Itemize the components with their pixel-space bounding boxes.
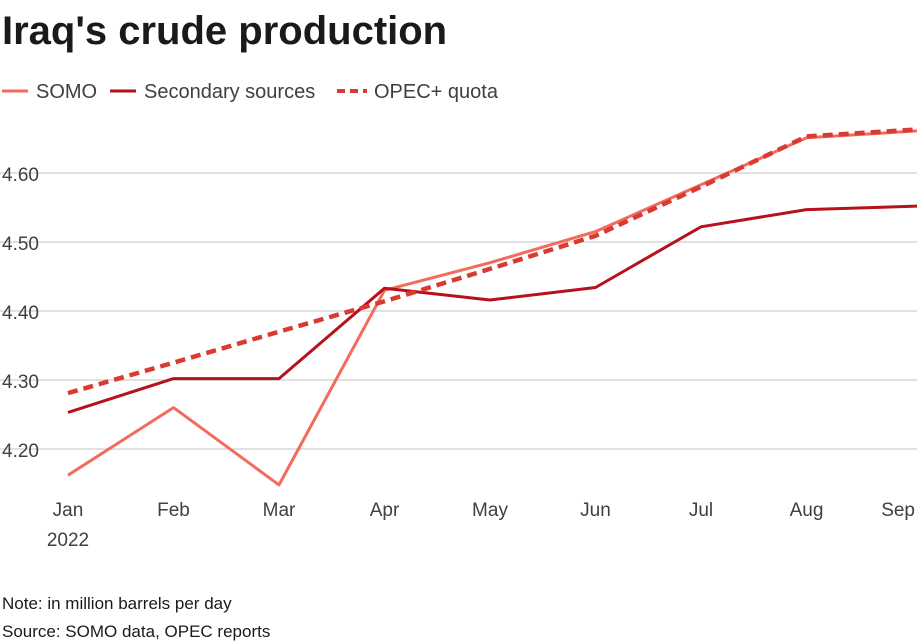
x-axis-year-label: 2022 [47, 530, 89, 551]
x-tick-label-feb: Feb [157, 500, 190, 521]
legend-item-somo: SOMO [2, 81, 97, 103]
x-axis-labels: Jan Feb Mar Apr May Jun Jul Aug Sep [53, 500, 915, 521]
legend-label-opec-quota: OPEC+ quota [374, 81, 499, 103]
x-tick-label-jun: Jun [580, 500, 611, 521]
legend: SOMO Secondary sources OPEC+ quota [2, 81, 499, 103]
x-tick-label-aug: Aug [790, 500, 824, 521]
gridlines [0, 172, 917, 450]
legend-label-somo: SOMO [36, 81, 97, 103]
series-line-secondary-sources [67, 204, 917, 414]
legend-item-opec-quota: OPEC+ quota [337, 81, 499, 103]
y-tick-label: 4.50 [2, 234, 39, 255]
series-lines [67, 127, 917, 487]
y-tick-label: 4.40 [2, 303, 39, 324]
y-tick-label: 4.30 [2, 372, 39, 393]
x-tick-label-mar: Mar [263, 500, 296, 521]
x-tick-label-sep: Sep [881, 500, 915, 521]
y-axis-labels: 4.20 4.30 4.40 4.50 4.60 [2, 165, 39, 462]
x-tick-label-jul: Jul [689, 500, 713, 521]
y-tick-label: 4.20 [2, 441, 39, 462]
series-line-opec-quota [67, 127, 917, 396]
legend-item-secondary-sources: Secondary sources [110, 81, 315, 103]
y-tick-label: 4.60 [2, 165, 39, 186]
x-tick-label-apr: Apr [370, 500, 400, 521]
chart-source: Source: SOMO data, OPEC reports [2, 622, 270, 641]
x-tick-label-jan: Jan [53, 500, 84, 521]
chart-note: Note: in million barrels per day [2, 594, 232, 613]
series-line-somo [67, 129, 917, 487]
x-tick-label-may: May [472, 500, 508, 521]
chart-title: Iraq's crude production [2, 9, 447, 53]
legend-label-secondary-sources: Secondary sources [144, 81, 315, 103]
